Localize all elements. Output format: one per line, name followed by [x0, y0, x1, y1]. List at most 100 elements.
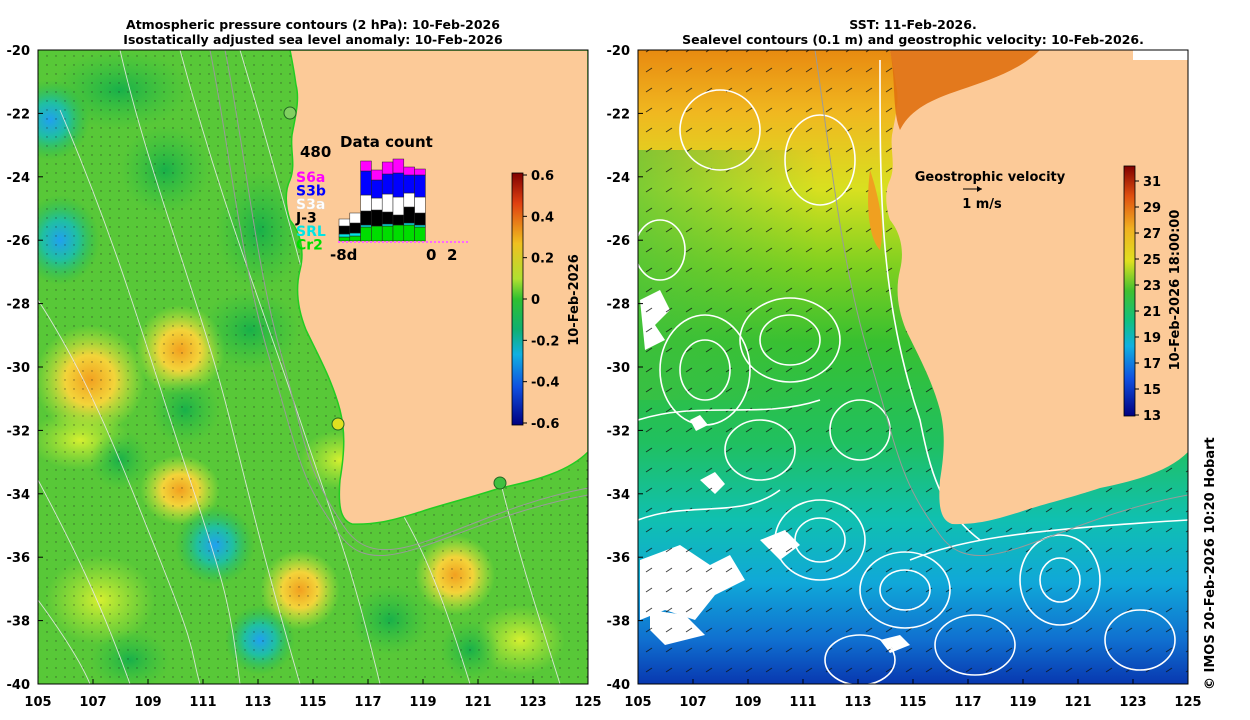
lat-tick-label: -32 — [607, 424, 631, 439]
lon-tick-label: 119 — [409, 695, 436, 710]
lat-tick-label: -22 — [7, 107, 31, 122]
velocity-legend-title: Geostrophic velocity — [915, 170, 1066, 185]
lat-tick-label: -30 — [607, 361, 631, 376]
inset-bar-segment — [403, 192, 415, 208]
lat-tick-label: -38 — [607, 615, 631, 630]
lat-tick-label: -40 — [7, 678, 31, 693]
inset-bar-segment — [338, 225, 351, 235]
colorbar-tick-label: 17 — [1143, 357, 1161, 372]
lon-tick-label: 123 — [1119, 695, 1146, 710]
colorbar-tick-label: 0.2 — [531, 252, 554, 267]
right-lat-axis: -20 -22 -24 -26 -28 -30 -32 -34 -36 -38 -40 — [607, 44, 643, 693]
inset-bar-segment — [360, 224, 372, 228]
lat-tick-label: -34 — [607, 488, 631, 503]
colorbar-tick-label: 31 — [1143, 175, 1161, 190]
lat-tick-label: -26 — [7, 234, 31, 249]
colorbar-tick-label: 0.4 — [531, 210, 554, 225]
sst-colorbar-label: 10-Feb-2026 18:00:00 — [1168, 210, 1183, 371]
colorbar-tick-label: 15 — [1143, 383, 1161, 398]
colorbar-tick-label: -0.2 — [531, 334, 559, 349]
colorbar-tick-label: 0 — [531, 293, 540, 308]
lat-tick-label: -30 — [7, 361, 31, 376]
inset-bar-segment — [338, 233, 351, 238]
inset-x-zero: 0 — [426, 246, 436, 264]
lon-tick-label: 107 — [679, 695, 706, 710]
lat-tick-label: -20 — [607, 44, 631, 59]
inset-bar-segment — [414, 212, 426, 226]
lon-tick-label: 115 — [899, 695, 926, 710]
inset-bar-segment — [360, 210, 372, 226]
left-island-marker — [283, 106, 297, 120]
inset-bar-segment — [403, 206, 415, 224]
lon-tick-label: 113 — [844, 695, 871, 710]
inset-x-left: -8d — [330, 246, 357, 264]
inset-bar-segment — [403, 222, 415, 226]
mission-label-cr2: Cr2 — [296, 238, 323, 254]
inset-bar-segment — [381, 211, 394, 225]
left-map-title: Atmospheric pressure contours (2 hPa): 1… — [38, 17, 588, 47]
inset-title: Data count — [340, 133, 433, 151]
lon-tick-label: 121 — [1064, 695, 1091, 710]
left-island-marker — [493, 476, 507, 490]
inset-bar-segment — [371, 179, 383, 199]
mission-label-s3a: S3a — [296, 197, 325, 213]
inset-bar-segment — [360, 170, 372, 196]
inset-bar-segment — [371, 197, 383, 211]
inset-bar-segment — [403, 224, 415, 242]
inset-bar-segment — [392, 196, 405, 216]
lat-tick-label: -32 — [7, 424, 31, 439]
lat-tick-label: -24 — [7, 171, 31, 186]
inset-bar-segment — [371, 209, 383, 227]
inset-bar-segment — [349, 222, 361, 234]
inset-bar-segment — [392, 158, 405, 174]
lat-tick-label: -24 — [607, 171, 631, 186]
colorbar-tick-label: 27 — [1143, 227, 1161, 242]
lat-tick-label: -38 — [7, 615, 31, 630]
inset-bar-segment — [349, 235, 361, 242]
lon-tick-label: 125 — [574, 695, 601, 710]
lon-tick-label: 121 — [464, 695, 491, 710]
mission-label-j-3: J-3 — [295, 211, 317, 227]
inset-bar-segment — [360, 226, 372, 242]
inset-max-count: 480 — [300, 143, 331, 161]
lon-tick-label: 105 — [624, 695, 651, 710]
inset-bar-segment — [338, 218, 351, 227]
inset-bar-segment — [360, 194, 372, 212]
colorbar-tick-label: 13 — [1143, 409, 1161, 424]
sla-colorbar-label: 10-Feb-2026 — [567, 254, 582, 346]
inset-bar-segment — [349, 232, 361, 237]
inset-bar-segment — [338, 236, 351, 242]
lon-tick-label: 117 — [954, 695, 981, 710]
colorbar-tick-label: 23 — [1143, 279, 1161, 294]
inset-bar-segment — [414, 174, 426, 198]
imos-credit: © IMOS 20-Feb-2026 10:20 Hobart — [1203, 437, 1218, 690]
colorbar-tick-label: -0.6 — [531, 417, 559, 432]
velocity-legend-scale: 1 m/s — [962, 197, 1002, 212]
inset-bar-segment — [371, 225, 383, 242]
mission-label-srl: SRL — [296, 224, 326, 240]
lat-tick-label: -40 — [607, 678, 631, 693]
left-island-marker — [331, 417, 345, 431]
sla-colorbar: 0.6 0.4 0.2 0 -0.2 -0.4 -0.6 10-Feb-2026 — [511, 169, 582, 432]
lat-tick-label: -26 — [607, 234, 631, 249]
inset-bar-segment — [414, 168, 426, 176]
velocity-legend: Geostrophic velocity 1 m/s — [915, 170, 1066, 212]
inset-x-two: 2 — [447, 246, 457, 264]
lon-tick-label: 107 — [79, 695, 106, 710]
right-map — [638, 50, 1188, 684]
sst-colorbar: 31 29 27 25 23 21 19 17 15 13 10-Feb-2026 18:00:0… — [1123, 165, 1183, 424]
inset-bar-segment — [381, 161, 394, 175]
lat-tick-label: -28 — [607, 298, 631, 313]
lat-tick-label: -28 — [7, 298, 31, 313]
inset-bar-segment — [414, 196, 426, 214]
inset-bar-segment — [414, 224, 426, 228]
mission-label-s6a: S6a — [296, 170, 325, 186]
inset-bar-segment — [381, 225, 394, 242]
left-lat-axis: -20 -22 -24 -26 -28 -30 -32 -34 -36 -38 -40 — [7, 44, 43, 693]
inset-bar-segment — [381, 173, 394, 195]
inset-bar-segment — [371, 169, 383, 181]
colorbar-tick-label: 29 — [1143, 201, 1161, 216]
inset-bar-segment — [349, 212, 361, 224]
